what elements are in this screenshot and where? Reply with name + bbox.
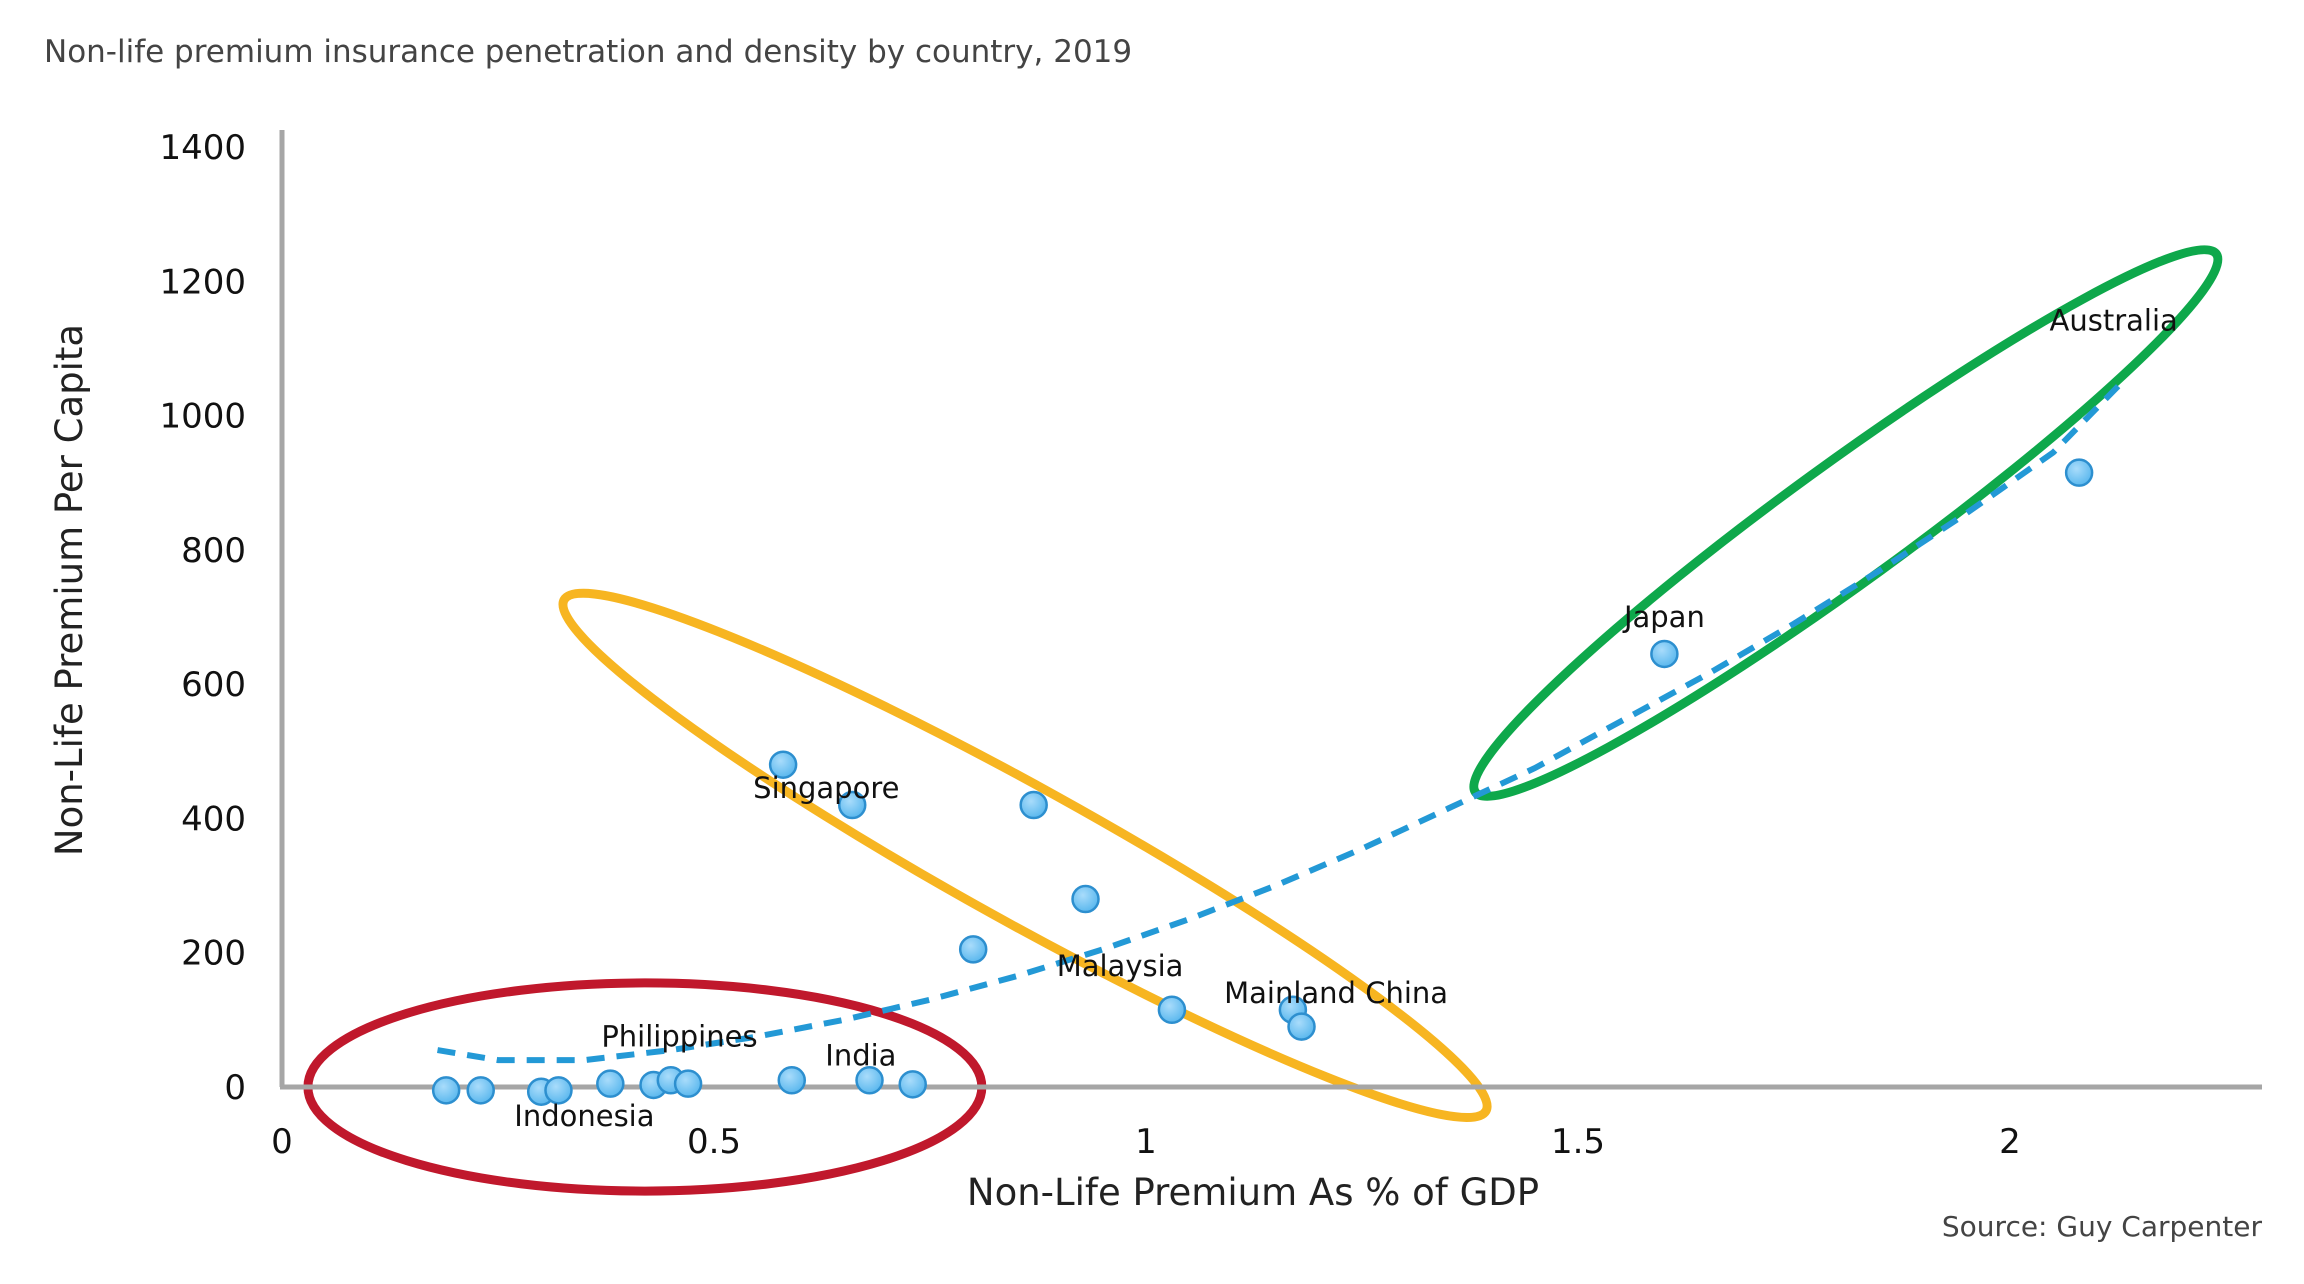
chart-title: Non-life premium insurance penetration a… <box>44 34 1132 70</box>
source-note: Source: Guy Carpenter <box>1942 1210 2263 1243</box>
data-points <box>431 458 2094 1106</box>
group-ellipses <box>303 245 2223 1196</box>
data-point <box>837 790 867 820</box>
data-point <box>1650 639 1679 669</box>
y-tick-labels: 0 200 400 600 800 1000 1200 1400 <box>159 128 246 1108</box>
country-label: Singapore <box>753 771 899 805</box>
group-ellipse <box>1469 245 2223 801</box>
group-ellipse <box>558 588 1492 1123</box>
data-point <box>1157 995 1187 1025</box>
x-tick-label: 2 <box>1999 1122 2021 1162</box>
y-tick-label: 200 <box>181 934 246 974</box>
country-label: Indonesia <box>514 1099 654 1133</box>
data-point <box>855 1066 884 1095</box>
y-axis-label: Non-Life Premium Per Capita <box>48 324 91 856</box>
data-point <box>466 1076 495 1105</box>
x-tick-label: 0 <box>271 1122 293 1162</box>
trendline <box>437 379 2125 1064</box>
data-point <box>958 935 988 964</box>
country-label: India <box>825 1038 896 1072</box>
data-point <box>1019 790 1048 820</box>
y-tick-label: 600 <box>181 665 246 705</box>
country-label: Mainland China <box>1224 976 1448 1010</box>
y-tick-label: 800 <box>181 531 246 571</box>
y-tick-label: 1400 <box>159 128 246 168</box>
y-tick-label: 1200 <box>159 262 246 302</box>
data-point <box>431 1076 461 1105</box>
y-tick-label: 1000 <box>159 397 246 437</box>
axes <box>279 130 2262 1090</box>
data-point <box>898 1070 927 1099</box>
country-label: Japan <box>1622 600 1705 634</box>
data-point <box>768 750 798 779</box>
data-point <box>673 1069 703 1098</box>
country-label: Australia <box>2050 303 2178 337</box>
y-tick-label: 0 <box>224 1068 246 1108</box>
trendline-path <box>437 379 2125 1064</box>
country-label: Philippines <box>601 1020 757 1054</box>
data-point <box>1287 1012 1316 1041</box>
y-tick-label: 400 <box>181 799 246 839</box>
point-labels: Singapore Malaysia Mainland China Philippin… <box>514 303 2178 1133</box>
data-point <box>777 1066 807 1095</box>
country-label: Malaysia <box>1057 949 1184 983</box>
data-point <box>1071 884 1100 914</box>
data-point <box>544 1076 573 1105</box>
data-point <box>2064 458 2094 487</box>
x-tick-label: 0.5 <box>687 1122 741 1162</box>
x-tick-labels: 0 0.5 1 1.5 2 <box>271 1122 2021 1162</box>
x-axis-label: Non-Life Premium As % of GDP <box>967 1171 1539 1214</box>
data-point <box>596 1069 625 1098</box>
x-tick-label: 1 <box>1135 1122 1157 1162</box>
x-tick-label: 1.5 <box>1551 1122 1605 1162</box>
